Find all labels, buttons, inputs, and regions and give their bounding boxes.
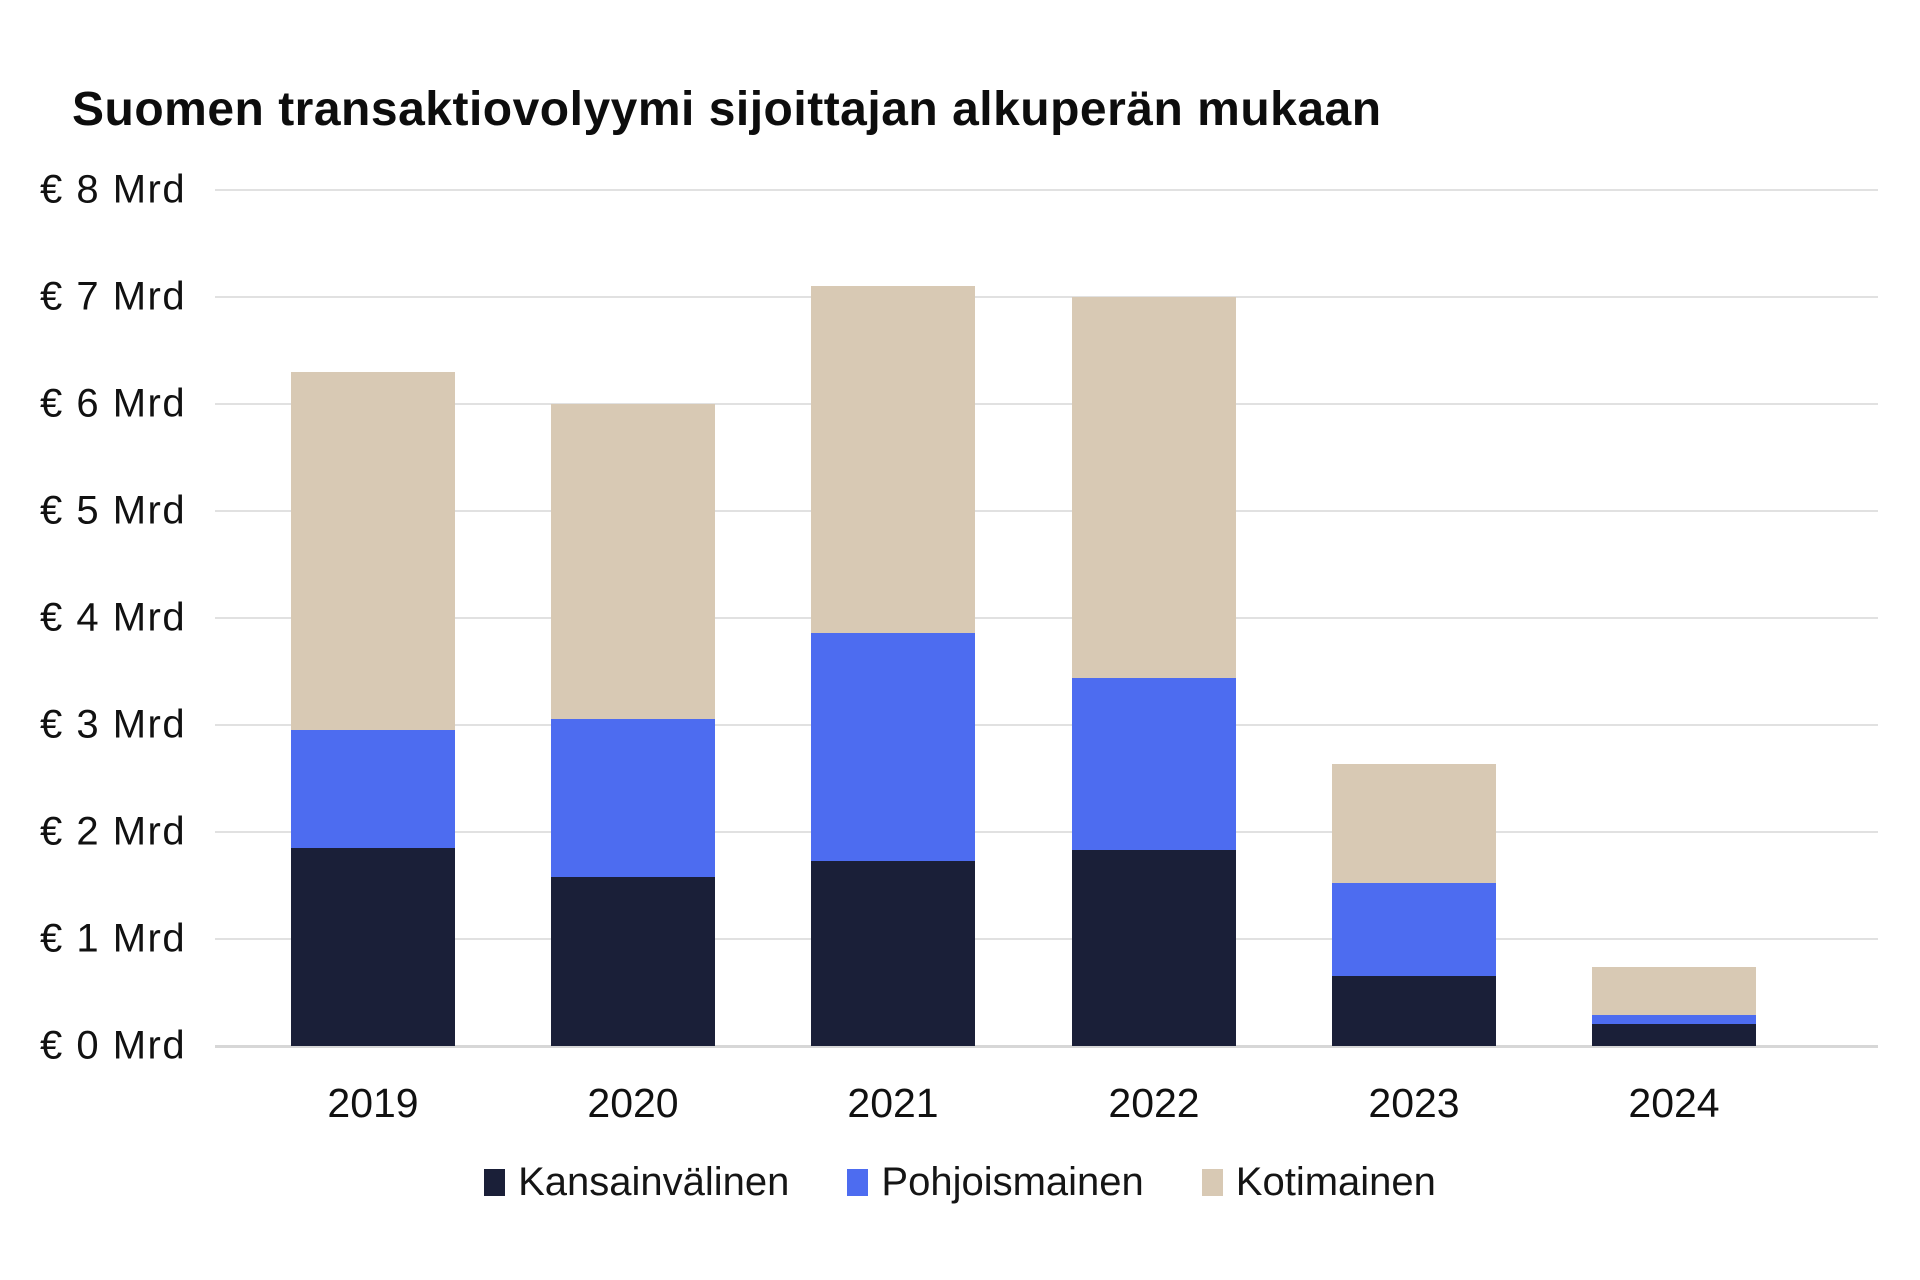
legend: Kansainvälinen Pohjoismainen Kotimainen [0,1160,1920,1205]
legend-swatch-pohjoismainen [847,1169,869,1196]
chart-title: Suomen transaktiovolyymi sijoittajan alk… [72,83,1382,136]
bar-2024-kotimainen [1592,966,1756,1015]
bar-2021-pohjoismainen [811,632,975,861]
y-axis-tick-6: € 6 Mrd [40,381,187,426]
bar-2023-pohjoismainen [1332,883,1496,977]
y-axis-tick-1: € 1 Mrd [40,916,187,961]
legend-swatch-kotimainen [1201,1169,1223,1196]
bar-2021-kotimainen [811,286,975,633]
bar-2020-kotimainen [551,404,715,719]
gridline-2 [215,831,1878,833]
x-axis-label-2021: 2021 [847,1080,939,1126]
y-axis-tick-7: € 7 Mrd [40,274,187,319]
gridline-3 [215,724,1878,726]
bar-2022-kotimainen [1072,297,1236,678]
bar-2022-kansainvalinen [1072,850,1236,1046]
gridline-4 [215,617,1878,619]
bar-2024-kansainvalinen [1592,1023,1756,1046]
bar-2019-kotimainen [291,371,455,731]
y-axis-tick-4: € 4 Mrd [40,595,187,640]
bar-2019-pohjoismainen [291,730,455,849]
legend-label-kotimainen: Kotimainen [1235,1160,1436,1204]
x-axis-label-2020: 2020 [587,1080,679,1126]
gridline-1 [215,938,1878,940]
x-axis-label-2022: 2022 [1108,1080,1200,1126]
y-axis-tick-8: € 8 Mrd [40,167,187,212]
bar-2024-pohjoismainen [1592,1014,1756,1024]
gridline-6 [215,403,1878,405]
legend-item-pohjoismainen[interactable]: Pohjoismainen [847,1160,1144,1205]
y-axis-tick-3: € 3 Mrd [40,702,187,747]
x-axis-label-2023: 2023 [1368,1080,1460,1126]
bar-2020-pohjoismainen [551,718,715,877]
x-axis-label-2024: 2024 [1628,1080,1720,1126]
y-axis-tick-5: € 5 Mrd [40,488,187,533]
bar-2023-kotimainen [1332,763,1496,884]
gridline-7 [215,296,1878,298]
x-axis-label-2019: 2019 [327,1080,419,1126]
legend-label-kansainvalinen: Kansainvälinen [518,1160,790,1204]
gridline-8 [215,189,1878,191]
bar-2021-kansainvalinen [811,860,975,1046]
bar-2023-kansainvalinen [1332,976,1496,1046]
legend-swatch-kansainvalinen [484,1169,506,1196]
gridline-0 [215,1045,1878,1048]
bar-2020-kansainvalinen [551,876,715,1046]
gridline-5 [215,510,1878,512]
legend-item-kansainvalinen[interactable]: Kansainvälinen [484,1160,789,1205]
legend-item-kotimainen[interactable]: Kotimainen [1201,1160,1436,1205]
bar-2019-kansainvalinen [291,848,455,1046]
y-axis-tick-0: € 0 Mrd [40,1023,187,1068]
y-axis-tick-2: € 2 Mrd [40,809,187,854]
legend-label-pohjoismainen: Pohjoismainen [881,1160,1144,1204]
bar-2022-pohjoismainen [1072,677,1236,851]
